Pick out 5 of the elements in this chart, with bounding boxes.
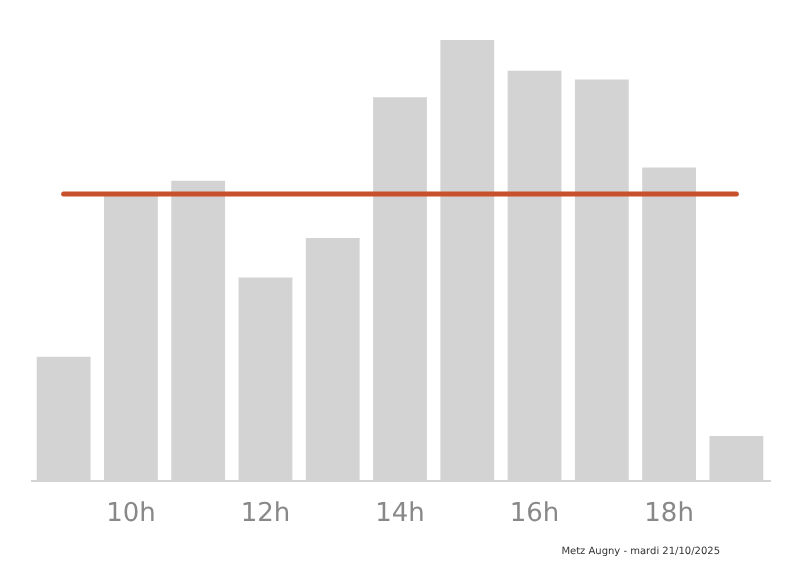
x-tick-label: 10h (106, 499, 156, 529)
x-tick-label: 14h (375, 499, 425, 529)
x-tick-label: 16h (509, 499, 560, 529)
x-tick-label: 18h (644, 499, 694, 529)
x-tick-label: 12h (240, 499, 291, 529)
